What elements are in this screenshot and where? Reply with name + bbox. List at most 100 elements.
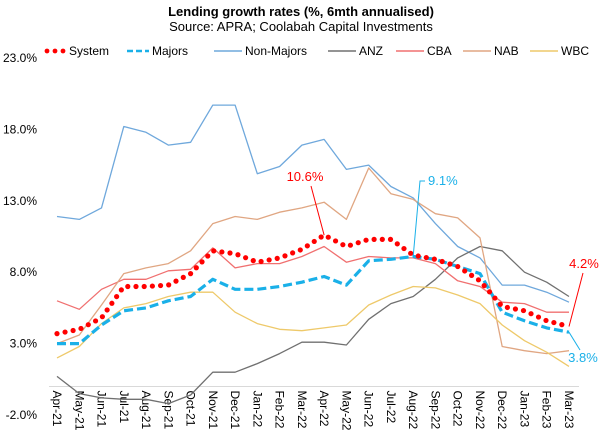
system-dot	[290, 250, 296, 256]
system-dot	[311, 238, 317, 245]
system-dot	[325, 234, 331, 240]
system-dot	[193, 265, 199, 271]
y-tick-label: -2.0%	[6, 408, 38, 422]
system-dot	[92, 318, 99, 324]
y-tick-label: 8.0%	[10, 265, 38, 279]
system-dot	[54, 331, 60, 337]
system-dot	[431, 256, 437, 262]
system-dot	[78, 325, 84, 332]
system-dot	[415, 253, 421, 259]
legend-system-marker	[44, 48, 50, 54]
legend-system-marker	[60, 48, 66, 54]
x-tick-label: Oct-22	[451, 390, 465, 426]
system-dot	[447, 261, 453, 267]
series-system	[54, 234, 565, 337]
system-dot	[332, 238, 339, 244]
system-dot	[166, 282, 172, 288]
system-dot	[149, 283, 155, 289]
x-tick-label: Nov-22	[473, 390, 487, 429]
system-dot	[141, 283, 147, 290]
x-tick-label: Aug-22	[406, 390, 420, 429]
x-tick-label: Jun-21	[95, 390, 109, 427]
system-dot	[70, 327, 76, 334]
system-dot	[551, 319, 557, 326]
system-dot	[85, 322, 91, 328]
system-dot	[282, 253, 288, 259]
system-dot	[475, 277, 482, 283]
x-tick-label: Sep-21	[161, 390, 175, 429]
system-dot	[379, 236, 385, 242]
x-tick-label: Jan-23	[517, 390, 531, 427]
system-dot	[199, 259, 205, 265]
legend-majors-label: Majors	[152, 44, 188, 58]
system-dot	[543, 317, 549, 324]
system-dot	[62, 329, 68, 335]
chart-subtitle: Source: APRA; Coolabah Capital Investmen…	[169, 19, 433, 34]
system-dot	[492, 295, 498, 301]
system-dot	[235, 252, 241, 258]
x-tick-label: Feb-23	[540, 390, 554, 428]
system-dot	[512, 306, 519, 312]
system-dot	[133, 283, 139, 290]
x-tick-label: Mar-23	[562, 390, 576, 428]
legend-anz-label: ANZ	[359, 44, 383, 58]
system-dot	[363, 237, 369, 243]
x-tick-label: Jan-22	[250, 390, 264, 427]
annotation-leader-line	[568, 272, 584, 327]
system-dot	[520, 307, 527, 314]
series-nab	[56, 167, 570, 355]
annotation-label: 4.2%	[569, 256, 599, 271]
system-dot	[99, 314, 105, 320]
x-tick-label: Jul-22	[384, 390, 398, 423]
system-dot	[528, 311, 534, 317]
y-tick-label: 18.0%	[3, 122, 37, 136]
system-dot	[266, 257, 272, 263]
x-tick-label: Feb-22	[273, 390, 287, 428]
series-majors	[57, 254, 570, 346]
system-dot	[125, 283, 131, 290]
system-dot	[468, 272, 475, 278]
annotation-leader-line	[310, 185, 325, 236]
system-dot	[408, 250, 414, 256]
series-non-majors	[56, 104, 570, 303]
y-tick-label: 23.0%	[3, 51, 37, 65]
system-dot	[481, 283, 487, 289]
x-tick-label: Mar-22	[295, 390, 309, 428]
x-tick-label: May-22	[339, 390, 353, 430]
system-dot	[205, 253, 211, 259]
legend-cba-label: CBA	[427, 44, 452, 58]
chart-title: Lending growth rates (%, 6mth annualised…	[168, 4, 434, 19]
system-dot	[347, 242, 354, 248]
x-tick-label: Apr-22	[317, 390, 331, 426]
system-dot	[180, 274, 186, 280]
system-dot	[559, 322, 565, 328]
series-anz	[56, 245, 570, 405]
x-tick-label: Dec-21	[228, 390, 242, 429]
system-dot	[355, 240, 361, 246]
system-dot	[157, 282, 164, 289]
series-wbc	[56, 285, 570, 367]
legend-non-majors-label: Non-Majors	[245, 44, 307, 58]
system-dot	[387, 236, 394, 242]
annotation-label: 9.1%	[428, 173, 458, 188]
x-tick-label: Jul-21	[117, 390, 131, 423]
system-dot	[258, 258, 264, 265]
y-tick-label: 3.0%	[10, 337, 38, 351]
x-tick-label: Jun-22	[362, 390, 376, 427]
system-dot	[274, 255, 280, 261]
system-dot	[211, 248, 217, 254]
system-dot	[109, 300, 115, 306]
system-dot	[227, 250, 233, 256]
x-tick-label: Apr-21	[50, 390, 64, 426]
system-dot	[318, 234, 324, 240]
system-dot	[455, 263, 461, 270]
x-tick-label: Dec-22	[495, 390, 509, 429]
system-dot	[439, 258, 445, 265]
system-dot	[173, 278, 179, 284]
system-dot	[297, 247, 303, 253]
x-tick-label: Oct-21	[184, 390, 198, 426]
system-dot	[304, 243, 310, 249]
x-tick-label: May-21	[72, 390, 86, 430]
system-dot	[340, 242, 346, 248]
annotation-leader-line	[412, 180, 425, 257]
